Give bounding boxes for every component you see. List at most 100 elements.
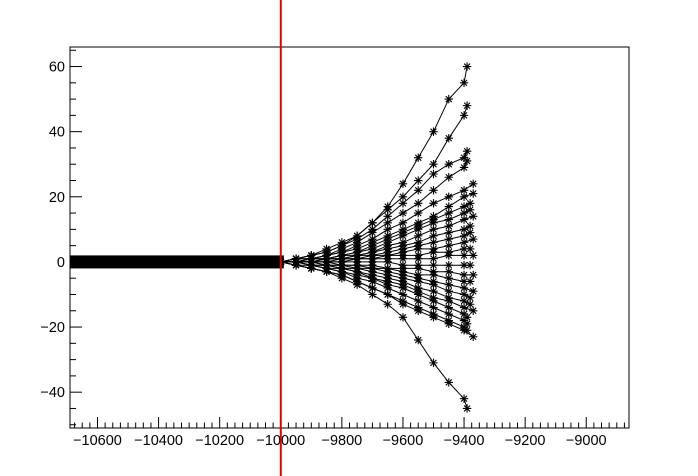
data-point: [429, 303, 438, 312]
data-point: [414, 186, 423, 195]
data-point: [398, 313, 408, 322]
y-tick-label: −40: [40, 385, 65, 401]
data-point: [444, 215, 453, 224]
data-point: [414, 231, 423, 241]
data-point: [414, 208, 423, 218]
data-point: [368, 290, 377, 299]
data-point: [465, 199, 475, 208]
data-point: [368, 283, 377, 293]
data-point: [462, 404, 472, 413]
data-point: [383, 283, 392, 293]
data-point: [465, 205, 475, 215]
data-point: [465, 221, 475, 231]
marker-layer: [276, 62, 478, 413]
data-point: [398, 254, 408, 263]
data-point: [368, 228, 377, 237]
data-point: [444, 173, 453, 182]
data-point: [429, 287, 438, 296]
data-point: [383, 205, 392, 215]
data-point: [383, 300, 392, 309]
data-point: [429, 199, 438, 208]
data-point: [414, 244, 423, 254]
x-tick-label: −10400: [134, 433, 183, 449]
data-point: [429, 225, 438, 234]
data-point: [429, 160, 438, 169]
data-point: [459, 296, 469, 306]
y-tick-label: 0: [57, 255, 65, 271]
data-point: [459, 192, 469, 201]
data-point: [429, 260, 438, 270]
data-point: [459, 283, 469, 293]
data-point: [414, 290, 423, 299]
data-point: [352, 280, 362, 289]
data-point: [444, 228, 453, 237]
data-point: [444, 296, 453, 306]
data-point: [383, 218, 392, 228]
data-point: [459, 326, 469, 335]
data-point: [459, 303, 469, 312]
data-point: [291, 260, 301, 270]
data-point: [444, 160, 453, 169]
data-point: [469, 306, 478, 315]
data-point: [414, 306, 423, 315]
data-point: [444, 208, 453, 218]
data-point: [398, 283, 408, 293]
data-point: [459, 270, 469, 280]
data-point: [459, 309, 469, 319]
data-point: [444, 94, 453, 104]
x-tick-label: −9600: [383, 433, 424, 449]
y-tick-label: 60: [49, 60, 65, 76]
data-point: [462, 101, 472, 110]
data-point: [469, 287, 478, 296]
data-point: [462, 147, 472, 156]
data-point: [444, 260, 453, 270]
data-point: [429, 186, 438, 195]
data-point: [444, 378, 453, 387]
data-point: [444, 234, 453, 244]
data-point: [414, 264, 423, 273]
data-point: [398, 290, 408, 299]
data-point: [459, 215, 469, 224]
data-point: [462, 156, 472, 166]
x-tick-label: −9200: [505, 433, 546, 449]
data-point: [429, 358, 438, 368]
data-point: [459, 394, 469, 403]
data-point: [398, 300, 408, 309]
data-point: [398, 208, 408, 218]
data-point: [398, 192, 408, 201]
data-point: [414, 296, 423, 306]
data-point: [459, 277, 469, 286]
data-point: [414, 225, 423, 234]
data-point: [459, 153, 469, 162]
data-point: [444, 319, 453, 328]
data-point: [459, 225, 469, 234]
data-point: [459, 111, 469, 120]
data-point: [469, 270, 478, 280]
series-line: [280, 261, 468, 409]
plot-frame: [69, 46, 630, 429]
data-point: [444, 280, 453, 289]
y-tick-label: 40: [49, 125, 65, 141]
y-tick-label: 20: [49, 190, 65, 206]
data-point: [465, 260, 475, 270]
x-tick-label: −9400: [444, 433, 485, 449]
data-point: [459, 208, 469, 218]
data-point: [462, 319, 472, 328]
data-point: [429, 231, 438, 241]
x-tick-label: −10200: [195, 433, 244, 449]
data-point: [337, 274, 347, 283]
data-point: [414, 335, 423, 345]
data-point: [469, 251, 478, 260]
y-tick-label: −20: [40, 320, 65, 336]
data-point: [383, 290, 392, 299]
x-tick-label: −10600: [73, 433, 122, 449]
series-line: [280, 209, 471, 263]
baseline-band-layer: [70, 255, 284, 269]
data-point: [459, 244, 469, 254]
data-point: [429, 254, 438, 263]
data-point: [469, 332, 478, 342]
data-point: [414, 153, 423, 162]
data-point: [398, 199, 408, 208]
data-point: [459, 290, 469, 299]
series-layer: [280, 66, 474, 409]
